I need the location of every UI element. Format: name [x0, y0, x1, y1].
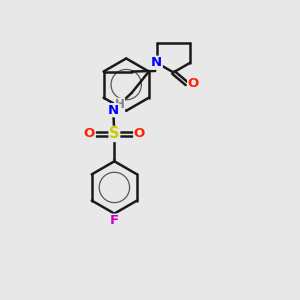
Text: H: H	[115, 98, 125, 111]
Text: O: O	[134, 128, 145, 140]
Text: N: N	[151, 56, 162, 69]
Text: F: F	[110, 214, 119, 227]
Text: S: S	[109, 126, 120, 141]
Text: O: O	[188, 77, 199, 90]
Text: O: O	[84, 128, 95, 140]
Text: N: N	[108, 104, 119, 117]
